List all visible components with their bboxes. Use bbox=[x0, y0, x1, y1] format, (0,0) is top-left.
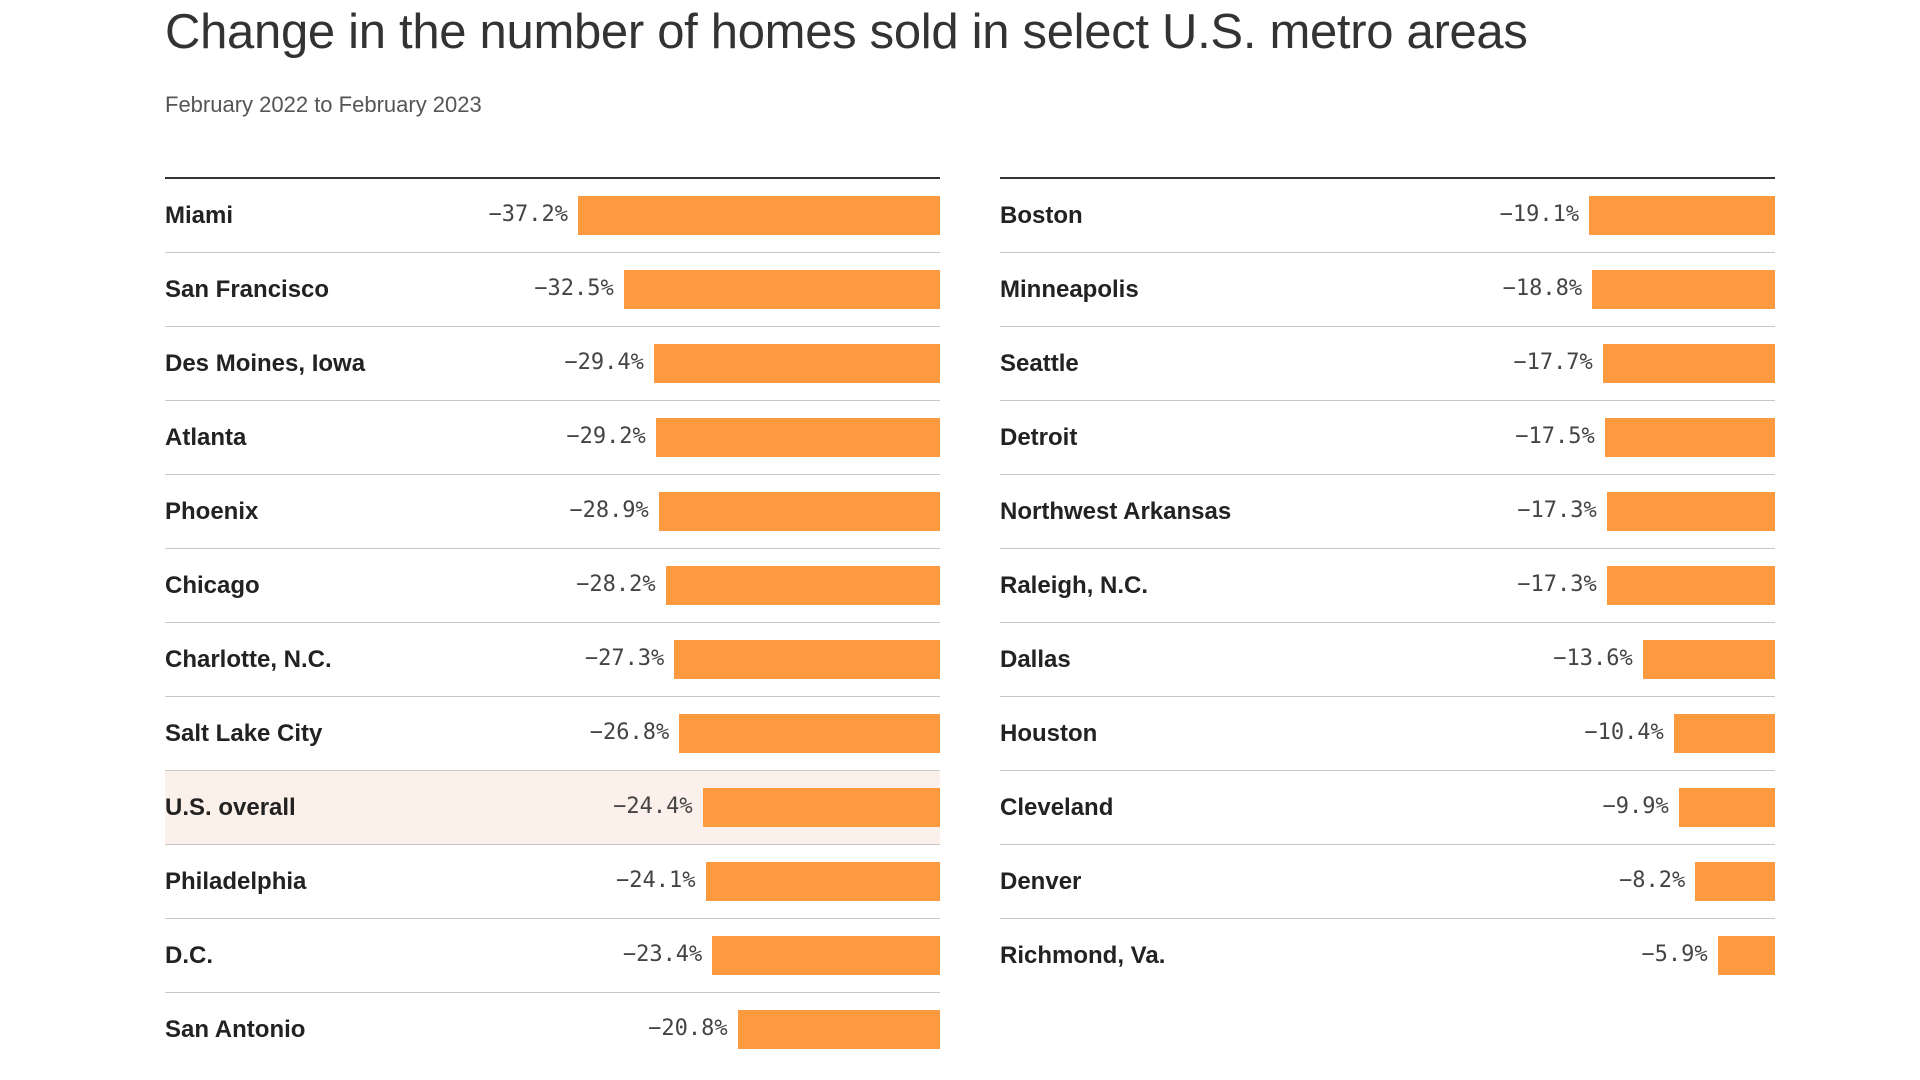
category-label: Richmond, Va. bbox=[1000, 942, 1166, 969]
value-label: −29.2% bbox=[566, 424, 646, 449]
bar bbox=[1606, 492, 1775, 531]
bar bbox=[702, 788, 940, 827]
value-label: −5.9% bbox=[1641, 942, 1708, 967]
value-label: −17.7% bbox=[1513, 350, 1593, 375]
category-label: Houston bbox=[1000, 720, 1098, 747]
bar-row: D.C. −23.4% bbox=[165, 919, 940, 993]
bar-row: Dallas −13.6% bbox=[1000, 623, 1775, 697]
category-label: Boston bbox=[1000, 202, 1083, 229]
bar bbox=[1602, 344, 1775, 383]
value-label: −23.4% bbox=[622, 942, 703, 967]
value-label: −8.2% bbox=[1618, 868, 1686, 893]
bar-row: U.S. overall −24.4% bbox=[165, 771, 940, 845]
category-label: San Antonio bbox=[165, 1016, 306, 1043]
chart-subtitle: February 2022 to February 2023 bbox=[165, 92, 482, 117]
bar-row: Des Moines, Iowa −29.4% bbox=[165, 327, 940, 401]
value-label: −37.2% bbox=[488, 202, 568, 227]
bar-row: Miami −37.2% bbox=[165, 179, 940, 253]
category-label: Seattle bbox=[1000, 350, 1079, 377]
bar bbox=[712, 936, 940, 975]
bar-row: Philadelphia −24.1% bbox=[165, 845, 940, 919]
category-label: Chicago bbox=[165, 572, 260, 599]
bar-row: San Antonio −20.8% bbox=[165, 993, 940, 1067]
category-label: Des Moines, Iowa bbox=[165, 350, 366, 377]
category-label: D.C. bbox=[165, 942, 213, 969]
bar-row: Raleigh, N.C. −17.3% bbox=[1000, 549, 1775, 623]
bar-row: Chicago −28.2% bbox=[165, 549, 940, 623]
bar-row: Houston −10.4% bbox=[1000, 697, 1775, 771]
chart-column-left: Miami −37.2% San Francisco −32.5% Des Moines… bbox=[165, 177, 940, 1067]
value-label: −17.3% bbox=[1517, 572, 1597, 597]
value-label: −13.6% bbox=[1553, 646, 1633, 671]
bar-row: Seattle −17.7% bbox=[1000, 327, 1775, 401]
bar bbox=[1642, 640, 1775, 679]
bar bbox=[1592, 270, 1775, 309]
category-label: Dallas bbox=[1000, 646, 1071, 673]
value-label: −32.5% bbox=[534, 276, 614, 301]
bar bbox=[658, 492, 940, 531]
bar-row: Atlanta −29.2% bbox=[165, 401, 940, 475]
bar bbox=[1673, 714, 1775, 753]
value-label: −29.4% bbox=[564, 350, 644, 375]
value-label: −24.4% bbox=[613, 794, 693, 819]
value-label: −17.5% bbox=[1515, 424, 1595, 449]
category-label: Salt Lake City bbox=[165, 720, 323, 747]
value-label: −26.8% bbox=[589, 720, 670, 745]
bar-row: San Francisco −32.5% bbox=[165, 253, 940, 327]
bar-row: Charlotte, N.C. −27.3% bbox=[165, 623, 940, 697]
category-label: Miami bbox=[165, 202, 234, 229]
bar-row: Cleveland −9.9% bbox=[1000, 771, 1775, 845]
bar-row: Minneapolis −18.8% bbox=[1000, 253, 1775, 327]
bar bbox=[705, 862, 940, 901]
category-label: Raleigh, N.C. bbox=[1000, 572, 1149, 599]
category-label: U.S. overall bbox=[165, 794, 296, 821]
bar bbox=[623, 270, 940, 309]
bar bbox=[679, 714, 940, 753]
bar-row: Richmond, Va. −5.9% bbox=[1000, 919, 1775, 993]
bar bbox=[653, 344, 940, 383]
bar bbox=[1589, 196, 1775, 235]
category-label: Atlanta bbox=[165, 424, 247, 451]
value-label: −10.4% bbox=[1584, 720, 1664, 745]
value-label: −17.3% bbox=[1517, 498, 1597, 523]
category-label: Detroit bbox=[1000, 424, 1078, 451]
bar bbox=[1604, 418, 1775, 457]
bar-row: Salt Lake City −26.8% bbox=[165, 697, 940, 771]
bar bbox=[674, 640, 940, 679]
bar bbox=[1695, 862, 1775, 901]
chart-column-right: Boston −19.1% Minneapolis −18.8% Seattle −17.… bbox=[1000, 177, 1775, 993]
bar bbox=[665, 566, 940, 605]
category-label: Minneapolis bbox=[1000, 276, 1139, 303]
bar bbox=[1678, 788, 1775, 827]
value-label: −24.1% bbox=[616, 868, 696, 893]
bar bbox=[655, 418, 940, 457]
bar-row: Boston −19.1% bbox=[1000, 179, 1775, 253]
category-label: Northwest Arkansas bbox=[1000, 498, 1232, 525]
value-label: −20.8% bbox=[648, 1016, 728, 1041]
bar-row: Northwest Arkansas −17.3% bbox=[1000, 475, 1775, 549]
value-label: −28.9% bbox=[569, 498, 649, 523]
bar-row: Phoenix −28.9% bbox=[165, 475, 940, 549]
category-label: Denver bbox=[1000, 868, 1082, 895]
value-label: −9.9% bbox=[1602, 794, 1669, 819]
bar bbox=[737, 1010, 940, 1049]
chart-title: Change in the number of homes sold in se… bbox=[165, 5, 1528, 59]
category-label: Cleveland bbox=[1000, 794, 1114, 821]
value-label: −28.2% bbox=[576, 572, 656, 597]
value-label: −27.3% bbox=[584, 646, 665, 671]
value-label: −19.1% bbox=[1499, 202, 1580, 227]
value-label: −18.8% bbox=[1502, 276, 1583, 301]
bar bbox=[578, 196, 940, 235]
category-label: Phoenix bbox=[165, 498, 259, 525]
category-label: Charlotte, N.C. bbox=[165, 646, 332, 673]
category-label: Philadelphia bbox=[165, 868, 307, 895]
bar bbox=[1606, 566, 1775, 605]
bar bbox=[1717, 936, 1775, 975]
category-label: San Francisco bbox=[165, 276, 330, 303]
bar-row: Denver −8.2% bbox=[1000, 845, 1775, 919]
bar-row: Detroit −17.5% bbox=[1000, 401, 1775, 475]
